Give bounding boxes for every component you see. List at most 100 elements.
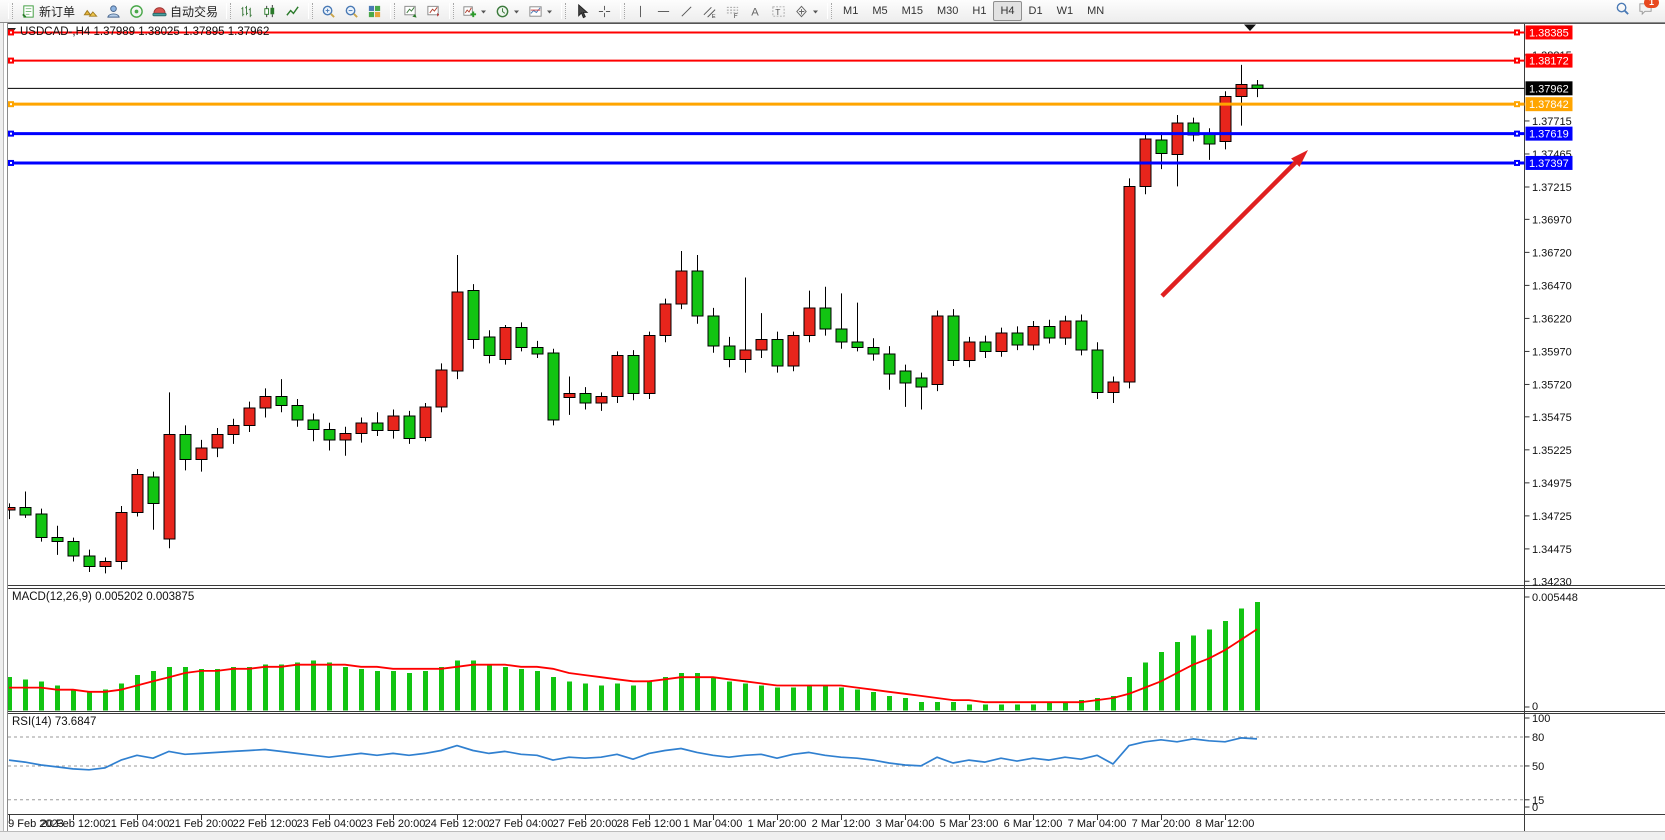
rsi-axis-label: 80 xyxy=(1532,732,1544,744)
macd-histogram-bar xyxy=(87,691,92,711)
timeframe-h4-button[interactable]: H4 xyxy=(993,1,1022,21)
trendline-button[interactable] xyxy=(675,0,698,22)
bearish-candle xyxy=(531,346,544,355)
vertical-line-button[interactable] xyxy=(629,0,652,22)
macd-histogram-bar xyxy=(199,668,204,711)
periods-button[interactable] xyxy=(491,0,524,22)
bearish-candle xyxy=(851,341,864,348)
new-order-button[interactable]: 新订单 xyxy=(17,0,79,22)
timeframe-m1-button[interactable]: M1 xyxy=(843,5,859,17)
timeframe-m5-button[interactable]: M5 xyxy=(872,5,888,17)
dropdown-arrow-icon[interactable] xyxy=(480,4,487,19)
macd-histogram xyxy=(7,602,1260,711)
macd-histogram-bar xyxy=(1223,620,1228,711)
auto-arrange-button[interactable] xyxy=(399,0,422,22)
macd-histogram-bar xyxy=(103,689,108,711)
candlestick-series xyxy=(3,64,1264,574)
price-axis-tick-label: 1.36220 xyxy=(1532,313,1572,325)
templates-button[interactable] xyxy=(524,0,557,22)
community-button[interactable] xyxy=(102,0,125,22)
add-indicator-icon xyxy=(462,4,477,19)
bullish-candle xyxy=(1027,325,1040,346)
timeframe-mn-button[interactable]: MN xyxy=(1087,5,1105,17)
bullish-candle xyxy=(595,395,608,404)
chat-button[interactable]: 1 xyxy=(1638,0,1659,21)
price-badge xyxy=(1525,97,1573,112)
time-axis-label: 3 Mar 04:00 xyxy=(876,818,935,830)
channel-button[interactable]: E xyxy=(698,0,721,22)
time-axis-label: 21 Feb 20:00 xyxy=(169,818,234,830)
macd-histogram-bar xyxy=(535,670,540,711)
macd-histogram-bar xyxy=(359,668,364,711)
signals-button[interactable] xyxy=(125,0,148,22)
rsi-axis-label: 15 xyxy=(1532,795,1544,807)
search-button[interactable] xyxy=(1615,1,1630,21)
label-button[interactable]: T xyxy=(767,0,790,22)
timeframe-w1-button[interactable]: W1 xyxy=(1056,5,1074,17)
timeframe-m15-button[interactable]: M15 xyxy=(901,5,923,17)
line-chart-button[interactable] xyxy=(281,0,304,22)
line-handle-center xyxy=(1516,132,1518,135)
shapes-button[interactable] xyxy=(790,0,823,22)
macd-histogram-bar xyxy=(823,685,828,711)
toolbar-grip xyxy=(827,3,833,19)
price-axis-tick-label: 1.34725 xyxy=(1532,511,1572,523)
candle-chart-button[interactable] xyxy=(258,0,281,22)
cursor-button[interactable] xyxy=(570,0,593,22)
fibonacci-button[interactable]: F xyxy=(721,0,744,22)
dropdown-arrow-icon[interactable] xyxy=(812,4,819,19)
bearish-candle xyxy=(819,307,832,330)
bearish-candle xyxy=(979,341,992,352)
bearish-candle xyxy=(867,346,880,355)
bearish-candle xyxy=(67,541,80,557)
zoom-in-button[interactable] xyxy=(317,0,340,22)
tile-windows-button[interactable] xyxy=(363,0,386,22)
timeframe-d1-button[interactable]: D1 xyxy=(1028,5,1043,17)
time-axis-label: 28 Feb 12:00 xyxy=(617,818,682,830)
trend-arrow-head[interactable] xyxy=(1291,150,1308,167)
add-indicator-button[interactable] xyxy=(458,0,491,22)
autotrade-button[interactable]: 自动交易 xyxy=(148,0,222,22)
trend-arrow-shaft[interactable] xyxy=(1160,160,1298,298)
time-axis-label: 7 Mar 04:00 xyxy=(1068,818,1127,830)
zoom-out-button[interactable] xyxy=(340,0,363,22)
crosshair-button[interactable] xyxy=(593,0,616,22)
price-axis-tick-label: 1.34475 xyxy=(1532,544,1572,556)
timeframe-m30-button[interactable]: M30 xyxy=(937,5,959,17)
price-badge xyxy=(1525,155,1573,170)
line-handle-center xyxy=(1516,31,1518,34)
macd-histogram-bar xyxy=(903,698,908,711)
horizontal-line-button[interactable] xyxy=(652,0,675,22)
label-icon: T xyxy=(771,4,786,19)
macd-histogram-bar xyxy=(631,685,636,711)
zoom-out-icon xyxy=(344,4,359,19)
timeframe-h1-button[interactable]: H1 xyxy=(972,5,987,17)
trend-arrow[interactable] xyxy=(1160,150,1308,298)
bullish-candle xyxy=(659,303,672,337)
gold-button[interactable] xyxy=(79,0,102,22)
toolbar-grip xyxy=(308,3,314,19)
bullish-candle xyxy=(163,434,176,540)
dropdown-arrow-icon[interactable] xyxy=(513,4,520,19)
bearish-candle xyxy=(579,393,592,404)
macd-histogram-bar xyxy=(999,704,1004,711)
auto-arrange-icon xyxy=(403,4,418,19)
macd-histogram-bar xyxy=(231,666,236,711)
chat-unread-badge: 1 xyxy=(1644,0,1659,8)
dropdown-arrow-icon[interactable] xyxy=(546,4,553,19)
macd-histogram-bar xyxy=(295,662,300,711)
track-chart-button[interactable] xyxy=(422,0,445,22)
macd-histogram-bar xyxy=(615,683,620,711)
bar-chart-button[interactable] xyxy=(235,0,258,22)
text-button[interactable]: A xyxy=(744,0,767,22)
bullish-candle xyxy=(611,354,624,397)
bar-chart-icon xyxy=(239,4,254,19)
macd-histogram-bar xyxy=(23,679,28,711)
price-badge-label: 1.38172 xyxy=(1529,56,1569,68)
macd-histogram-bar xyxy=(775,687,780,711)
macd-histogram-bar xyxy=(439,666,444,711)
price-axis-tick-label: 1.37715 xyxy=(1532,116,1572,128)
macd-histogram-bar xyxy=(455,660,460,711)
price-axis-tick-label: 1.35225 xyxy=(1532,445,1572,457)
rsi-indicator-label: RSI(14) 73.6847 xyxy=(12,716,96,728)
